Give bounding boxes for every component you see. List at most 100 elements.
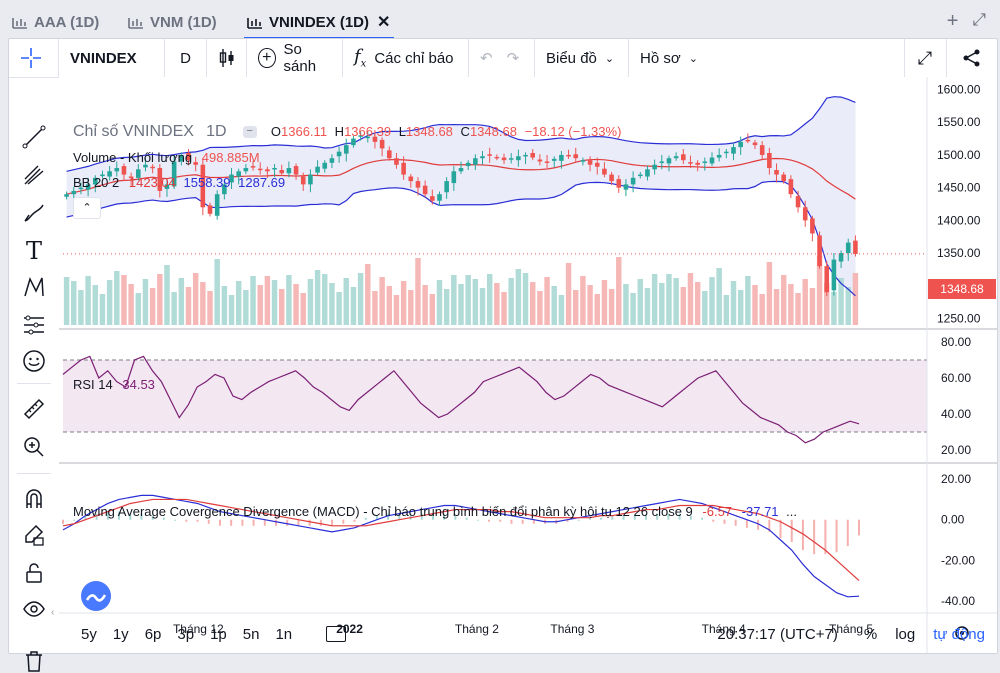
timeframe-3m[interactable]: 3p <box>177 625 195 643</box>
chart-area[interactable]: 1600.00 1550.00 1500.00 1450.00 1400.00 1350.… <box>59 77 997 653</box>
macd-histogram-bar <box>465 517 468 520</box>
macd-histogram-bar <box>252 519 255 526</box>
date-range-icon[interactable] <box>326 626 347 642</box>
prediction-icon[interactable] <box>22 313 46 337</box>
bb-upper-value: 1558.39 <box>183 175 231 190</box>
chart-window: VNINDEX D + So sánh fx Các chỉ báo ↶ ↷ Bi… <box>8 38 998 672</box>
chart-type-button[interactable] <box>207 39 247 77</box>
chart-menu-button[interactable]: Biểu đồ ⌄ <box>535 39 629 77</box>
chart-bars-icon <box>128 18 143 29</box>
redo-icon[interactable]: ↷ <box>506 50 520 67</box>
interval-button[interactable]: D <box>165 39 207 77</box>
chart-canvas[interactable]: 1600.00 1550.00 1500.00 1450.00 1400.00 1350.… <box>59 77 997 653</box>
tab-vnm[interactable]: VNM (1D) <box>128 11 217 33</box>
compare-button[interactable]: + So sánh <box>247 39 343 77</box>
macd-histogram-bar <box>611 515 614 520</box>
macd-histogram-bar <box>218 519 221 526</box>
fullscreen-button[interactable]: ⤢ <box>904 39 945 77</box>
rsi-axis[interactable]: 80.00 60.00 40.00 20.00 <box>941 335 971 457</box>
macd-histogram-bar <box>431 513 434 520</box>
timeframe-1m[interactable]: 1p <box>210 625 227 643</box>
candle-body <box>530 152 536 158</box>
chart-bars-icon <box>247 18 262 29</box>
macd-histogram-bar <box>813 519 816 555</box>
candle-body <box>243 168 249 172</box>
candle-body <box>752 142 758 146</box>
lock-pencil-icon[interactable] <box>22 523 46 547</box>
candle-body <box>781 174 786 182</box>
timeframe-1d[interactable]: 1n <box>275 625 293 643</box>
macd-axis[interactable]: 20.00 0.00 -20.00 -40.00 <box>941 472 975 608</box>
share-button[interactable] <box>946 39 997 77</box>
candle-body <box>580 160 586 162</box>
eye-icon[interactable] <box>22 597 46 621</box>
pitchfork-icon[interactable] <box>22 163 46 187</box>
macd-histogram-bar <box>319 519 322 526</box>
profile-menu-label: Hồ sơ <box>640 49 681 67</box>
volume-bar <box>221 286 228 325</box>
volume-bar <box>465 275 471 325</box>
collapse-toolbar-icon[interactable]: ‹ <box>51 607 55 618</box>
zoom-icon[interactable] <box>22 435 46 459</box>
share-icon <box>963 49 980 67</box>
candle-body <box>107 171 112 177</box>
price-tick-label: 1450.00 <box>937 181 981 195</box>
unlock-icon[interactable] <box>22 561 46 585</box>
profile-menu-button[interactable]: Hồ sơ ⌄ <box>629 39 715 77</box>
wave-icon <box>85 594 107 602</box>
percent-toggle[interactable]: % <box>863 625 878 643</box>
trash-icon[interactable] <box>22 649 46 673</box>
auto-toggle[interactable]: tự động <box>933 625 985 643</box>
fullscreen-icon[interactable]: ⤢ <box>972 10 986 29</box>
macd-histogram-bar <box>532 519 535 524</box>
plus-icon[interactable]: + <box>946 10 959 32</box>
candle-body <box>724 151 729 154</box>
time-axis[interactable]: Tháng 12 2022 Tháng 2 Tháng 3 Tháng 4 Tháng 5 <box>173 622 873 636</box>
volume-bar <box>372 291 378 325</box>
close-icon[interactable]: ✕ <box>377 14 391 31</box>
legend-collapse-button[interactable]: ⌃ <box>73 197 101 219</box>
magnet-icon[interactable] <box>22 487 46 511</box>
emoji-icon[interactable] <box>22 349 46 373</box>
expand-icon: ⤢ <box>917 47 933 68</box>
macd-histogram-bar <box>734 519 737 526</box>
candle-body <box>250 166 256 168</box>
price-pane[interactable] <box>63 96 927 325</box>
timeframe-1y[interactable]: 1y <box>112 625 129 643</box>
settings-gear-icon[interactable] <box>955 626 969 640</box>
trend-line-icon[interactable] <box>22 125 46 149</box>
macd-label: Moving Average Covergence Divergence (MA… <box>73 504 693 519</box>
symbol-search[interactable]: VNINDEX <box>59 39 165 77</box>
indicators-button[interactable]: fx Các chỉ báo <box>343 39 469 77</box>
volume-bar <box>415 258 421 325</box>
brush-icon[interactable] <box>22 201 46 225</box>
text-tool-icon[interactable]: T <box>25 237 42 265</box>
crosshair-tool[interactable] <box>9 39 59 77</box>
rsi-line <box>62 355 860 444</box>
rsi-pane[interactable] <box>62 355 927 444</box>
candle-body <box>458 168 464 172</box>
legend-toggle-icon[interactable]: − <box>242 126 257 139</box>
open-label: O <box>270 124 282 139</box>
candle-body <box>566 154 571 157</box>
tab-vnindex[interactable]: VNINDEX (1D) ✕ <box>247 11 390 33</box>
tab-aaa[interactable]: AAA (1D) <box>12 11 99 33</box>
volume-bar <box>515 269 522 325</box>
undo-icon[interactable]: ↶ <box>480 50 493 67</box>
timeframe-5d[interactable]: 5n <box>242 625 260 643</box>
candles-icon <box>219 49 233 67</box>
macd-pane[interactable] <box>62 494 860 598</box>
pattern-icon[interactable] <box>22 275 46 299</box>
volume-bar <box>745 276 751 325</box>
tradingview-logo[interactable] <box>81 581 111 611</box>
timeframe-5y[interactable]: 5y <box>81 625 97 643</box>
candle-body <box>494 156 500 159</box>
timeframe-6m[interactable]: 6p <box>144 625 162 643</box>
volume-bar <box>838 278 844 325</box>
clock-time[interactable]: 20:37:17 (UTC+7) <box>717 625 838 643</box>
candle-body <box>573 154 579 159</box>
log-toggle[interactable]: log <box>895 625 916 643</box>
ruler-icon[interactable] <box>22 397 46 421</box>
candle-body <box>121 166 127 175</box>
rsi-tick-label: 80.00 <box>941 335 971 349</box>
